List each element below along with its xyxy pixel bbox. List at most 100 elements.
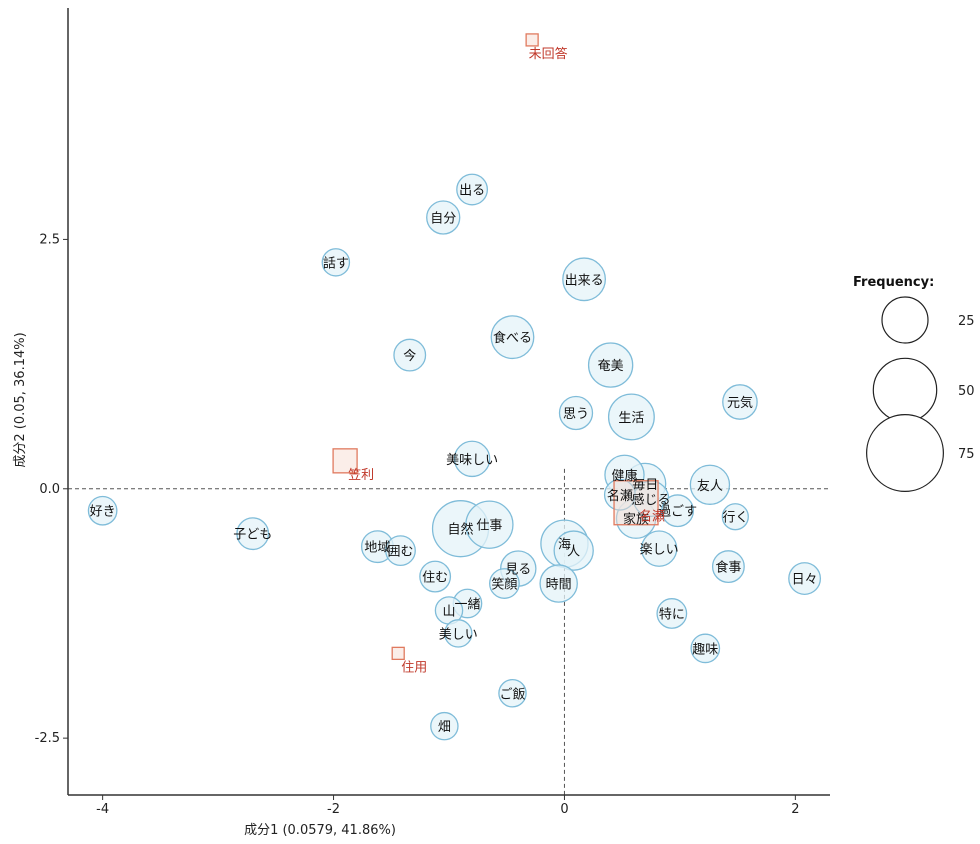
word-bubble [393, 338, 427, 372]
word-label: 今 [403, 348, 416, 364]
reference-lines [68, 468, 830, 795]
x-tick-label: -2 [327, 802, 340, 817]
word-bubble [456, 173, 489, 206]
word-label: 好き [90, 505, 116, 520]
word-label: 特に [659, 607, 685, 622]
x-axis-title: 成分1 (0.0579, 41.86%) [244, 823, 396, 838]
y-tick-label: 0.0 [39, 482, 60, 497]
word-bubble [236, 517, 270, 551]
word-label: 地域 [364, 541, 390, 556]
word-bubble [722, 384, 758, 420]
word-label: 過ごす [658, 504, 697, 520]
word-label: 日々 [792, 573, 818, 588]
category-label: 笠利 [348, 468, 374, 483]
legend-circle [872, 357, 938, 423]
word-label: 笑顔 [491, 577, 517, 593]
word-label: 美味しい [446, 453, 498, 468]
word-label: 思う [563, 407, 589, 422]
category-marker [391, 646, 405, 661]
y-axis-ticks: -2.5 0.0 2.5 [35, 232, 68, 746]
word-label: 健康 [611, 468, 637, 484]
word-bubble [689, 464, 731, 505]
x-tick-label: 0 [560, 802, 568, 817]
legend-title: Frequency: [853, 275, 934, 290]
word-label: 友人 [697, 478, 723, 494]
word-bubble [721, 503, 749, 531]
word-label: 見る [505, 563, 531, 578]
word-label: 畑 [438, 720, 451, 735]
word-bubble [558, 395, 594, 431]
x-tick-label: -4 [96, 802, 109, 817]
word-label: 子ども [233, 528, 272, 543]
word-bubble [788, 562, 822, 595]
word-label: 楽しい [640, 542, 679, 558]
category-marker [332, 448, 358, 474]
word-bubble [603, 478, 636, 511]
word-label: 元気 [727, 395, 753, 411]
y-tick-label: -2.5 [35, 731, 60, 746]
word-bubble [419, 560, 452, 593]
word-label: 仕事 [476, 519, 502, 534]
word-bubble [453, 440, 491, 478]
word-label: 行く [722, 511, 748, 526]
legend-label: 75 [958, 447, 975, 462]
word-bubble [443, 619, 473, 648]
word-bubble [690, 633, 721, 664]
word-bubble [539, 564, 578, 603]
word-bubble [321, 248, 351, 277]
word-label: 人 [567, 545, 580, 560]
word-label: 一緒 [454, 597, 480, 612]
word-bubbles [87, 173, 822, 741]
word-bubble [490, 315, 535, 360]
category-marker [525, 33, 539, 47]
word-bubble [426, 200, 461, 235]
word-label: 時間 [546, 578, 572, 593]
word-label: 生活 [618, 411, 644, 426]
legend-label: 25 [958, 314, 975, 329]
word-label: 出来る [565, 273, 604, 288]
y-axis-title: 成分2 (0.05, 36.14%) [13, 332, 28, 467]
word-bubble [498, 679, 527, 708]
word-label: 出る [459, 184, 485, 199]
category-label: 未回答 [529, 46, 568, 62]
category-label: 住用 [401, 660, 427, 675]
word-bubble [87, 495, 118, 526]
word-bubble [430, 711, 459, 741]
word-bubble [640, 530, 678, 567]
word-label: 趣味 [692, 642, 718, 657]
y-tick-label: 2.5 [39, 232, 60, 247]
word-label: 食べる [493, 330, 532, 346]
word-bubble [661, 494, 695, 528]
word-label: 住む [422, 571, 448, 586]
frequency-legend: Frequency: 25 50 75 [853, 275, 975, 492]
category-label: 名瀬 [639, 509, 665, 525]
legend-items: 25 50 75 [866, 296, 975, 492]
x-axis-ticks: -4 -2 0 2 [96, 795, 800, 817]
x-tick-label: 2 [791, 802, 799, 817]
word-bubble [465, 500, 514, 549]
word-bubble [489, 568, 520, 599]
word-label: 海 [558, 538, 571, 553]
word-label: 毎日 [632, 477, 658, 493]
word-label: 感じる [632, 492, 671, 508]
word-label: 名瀬 [607, 488, 633, 504]
word-bubble [711, 550, 745, 584]
word-bubble [607, 393, 655, 441]
axes [67, 8, 830, 796]
word-label: ご飯 [499, 686, 525, 702]
word-label: 奄美 [598, 359, 624, 374]
word-label: 美しい [439, 627, 478, 642]
word-label: 家族 [623, 512, 649, 528]
word-label: 自分 [430, 211, 456, 226]
word-bubble [656, 598, 688, 629]
word-label: 山 [442, 604, 455, 619]
word-label: 自然 [448, 522, 474, 538]
word-label: 話す [323, 255, 349, 271]
category-marker [613, 480, 659, 526]
word-label: 食事 [715, 560, 741, 576]
